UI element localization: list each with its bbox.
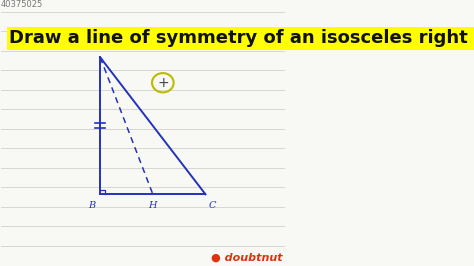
Text: ● doubtnut: ● doubtnut: [210, 253, 283, 263]
Text: A: A: [90, 43, 97, 52]
Text: B: B: [88, 201, 95, 210]
Text: 40375025: 40375025: [0, 0, 43, 9]
Text: C: C: [209, 201, 216, 210]
Text: +: +: [157, 76, 169, 90]
Text: H: H: [149, 201, 157, 210]
Text: Draw a line of symmetry of an isosceles right triangle: Draw a line of symmetry of an isosceles …: [9, 30, 474, 48]
